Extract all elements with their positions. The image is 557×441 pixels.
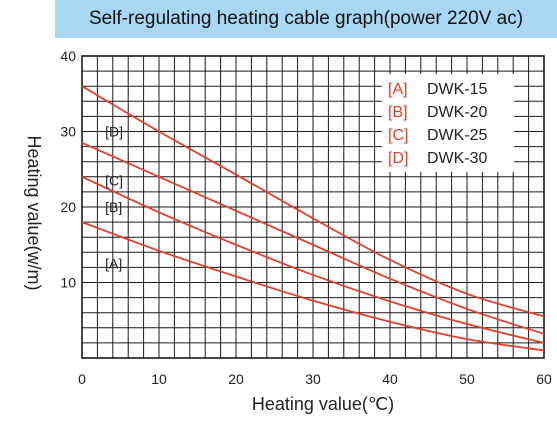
y-tick-label: 40 [60, 48, 76, 64]
curve-label: [B] [105, 199, 122, 215]
legend-entry-name: DWK-25 [427, 127, 488, 144]
legend-entry-name: DWK-15 [427, 81, 488, 98]
x-tick-label: 0 [78, 371, 86, 387]
x-tick-label: 60 [536, 371, 552, 387]
series-line-dwk-30 [81, 85, 545, 318]
y-tick-label: 20 [60, 199, 76, 215]
y-tick-label: 10 [60, 275, 76, 291]
y-axis-title: Heating value(w/m) [24, 135, 44, 290]
tick-labels: 0 10 20 30 40 50 60 10 20 30 40 [60, 48, 552, 387]
x-tick-label: 50 [459, 371, 475, 387]
legend-key: [C] [388, 127, 408, 144]
legend-entry-name: DWK-30 [427, 150, 488, 167]
curves [81, 85, 545, 352]
legend-entry-name: DWK-20 [427, 104, 488, 121]
x-tick-label: 40 [382, 371, 398, 387]
x-tick-label: 30 [305, 371, 321, 387]
legend-key: [D] [388, 150, 408, 167]
series-line-dwk-15 [81, 221, 545, 352]
legend: [A] DWK-15 [B] DWK-20 [C] DWK-25 [D] DWK-30 [382, 74, 514, 172]
series-line-dwk-25 [81, 142, 545, 335]
x-tick-label: 10 [151, 371, 167, 387]
x-tick-label: 20 [228, 371, 244, 387]
curve-label: [D] [105, 124, 123, 140]
curve-labels: [A] [B] [C] [D] [105, 124, 123, 272]
curve-label: [C] [105, 173, 123, 189]
legend-key: [A] [388, 81, 408, 98]
chart-title-bar: Self-regulating heating cable graph(powe… [55, 0, 557, 38]
chart-title: Self-regulating heating cable graph(powe… [88, 8, 524, 29]
plot-frame [81, 55, 545, 359]
y-tick-label: 30 [60, 124, 76, 140]
legend-box [382, 74, 514, 172]
legend-key: [B] [388, 104, 408, 121]
curve-label: [A] [105, 256, 122, 272]
series-line-dwk-20 [81, 175, 545, 344]
x-axis-title: Heating value(℃) [252, 394, 394, 414]
